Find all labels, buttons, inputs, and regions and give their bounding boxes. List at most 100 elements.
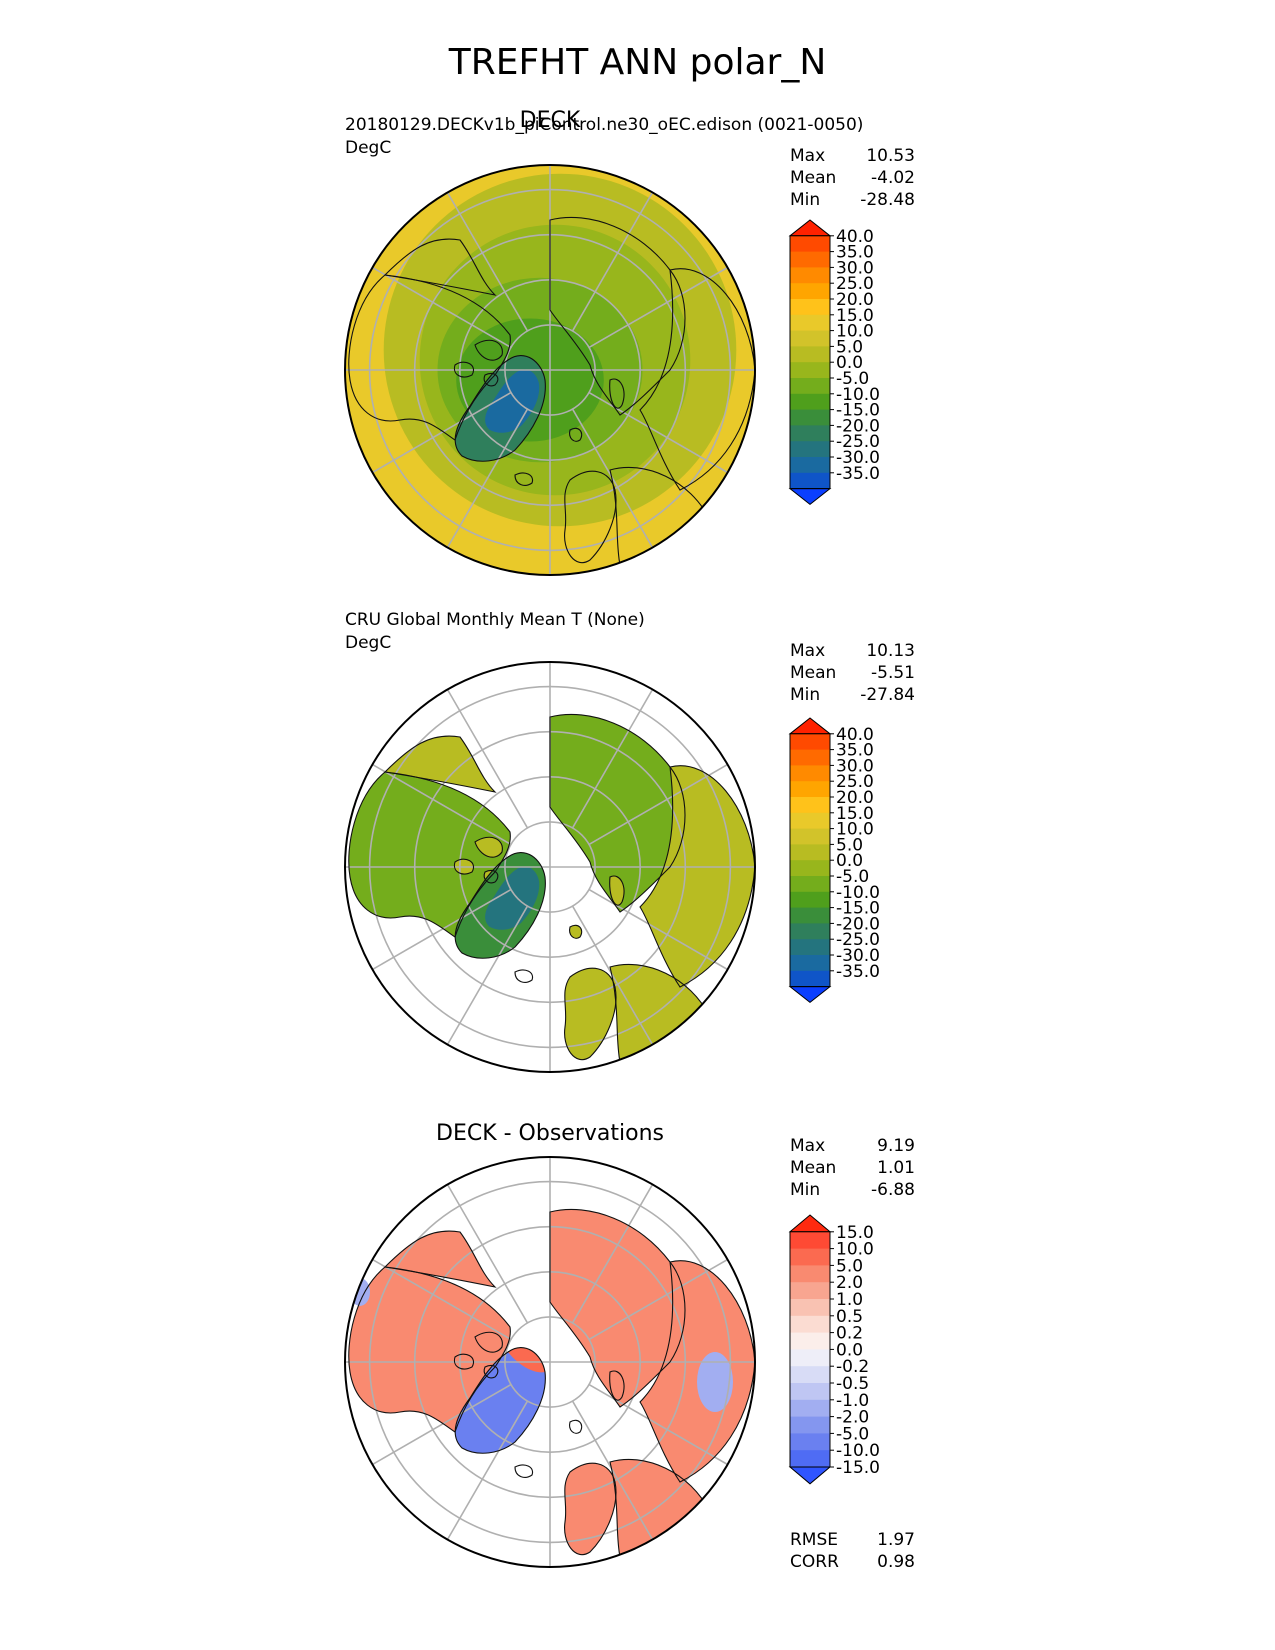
colorbar-tick-label: -25.0 (836, 930, 880, 950)
colorbar-tick-label: -20.0 (836, 416, 880, 436)
colorbar-segment (790, 1416, 830, 1434)
colorbar-test: 40.035.030.025.020.015.010.05.00.0-5.0-1… (788, 219, 880, 506)
colorbar-tick-label: -10.0 (836, 883, 880, 903)
colorbar-segment (790, 828, 830, 845)
colorbar-tick-label: -20.0 (836, 914, 880, 934)
colorbar-tick-label: 0.2 (836, 1324, 863, 1344)
colorbar-tick-label: -5.0 (836, 867, 869, 887)
colorbar-tick-label: -25.0 (836, 432, 880, 452)
colorbar-segment (790, 235, 830, 253)
novaya-land (609, 378, 625, 409)
stat-mean-value: -5.51 (871, 663, 915, 683)
longitude-line (363, 261, 512, 349)
alaska-land (383, 238, 497, 296)
colorbar-tick-label: 10.0 (836, 1240, 874, 1260)
colorbar-tick-label: 25.0 (836, 274, 874, 294)
cold-anomaly-east (697, 1352, 733, 1412)
stat-mean-value: 1.01 (877, 1158, 915, 1178)
colorbar-tick-label: 15.0 (836, 1223, 874, 1243)
colorbar-segment (790, 733, 830, 751)
longitude-line (441, 680, 529, 829)
colorbar-tick-label: 20.0 (836, 290, 874, 310)
panel-test: DECK 20180129.DECKv1b_piControl.ne30_oEC… (344, 108, 915, 576)
canada-fill (348, 1267, 511, 1432)
map-frame-ref (344, 661, 756, 1073)
colorbar-tick-label: -10.0 (836, 1441, 880, 1461)
colorbar-tick-label: 5.0 (836, 1256, 863, 1276)
colorbar-segment (790, 876, 830, 893)
panel-ref-left-title: CRU Global Monthly Mean T (None) (345, 610, 645, 630)
longitude-line (571, 680, 659, 829)
colorbar-tick-label: 35.0 (836, 243, 874, 263)
colorbar-segment (790, 1450, 830, 1468)
longitude-line (363, 758, 512, 846)
islands-land (453, 836, 503, 884)
colorbar-segment (790, 939, 830, 956)
colorbar-segment (790, 346, 830, 363)
islands-fill (454, 1332, 503, 1378)
colorbar-segment (790, 283, 830, 300)
polar-map-diff (345, 1157, 755, 1567)
longitude-line (571, 905, 659, 1054)
canada-fill (348, 772, 511, 937)
stat-corr-value: 0.98 (877, 1552, 915, 1572)
longitude-line (441, 1400, 529, 1549)
scandinavia-land (564, 967, 617, 1060)
colorbar-tick-label: 5.0 (836, 337, 863, 357)
stats-box-diff: Max 9.19 Mean 1.01 Min -6.88 RMSE 1.97 C… (790, 1136, 915, 1572)
longitude-line (441, 408, 529, 557)
longitude-line (571, 1400, 659, 1549)
colorbar-segment (790, 1433, 830, 1451)
colorbar-segment (790, 1383, 830, 1401)
alaska-land (383, 735, 497, 793)
colorbar-tick-label: -5.0 (836, 1424, 869, 1444)
colorbar-segment (790, 1366, 830, 1384)
colorbar-tick-label: -5.0 (836, 369, 869, 389)
colorbar-tick-label: 30.0 (836, 258, 874, 278)
longitude-line (363, 1383, 512, 1471)
colorbar-segment (790, 891, 830, 909)
panel-diff: DECK - Observations Max 9.19 Mean 1.01 M… (344, 1121, 915, 1572)
polar-map-test (345, 165, 755, 575)
stat-max-value: 9.19 (877, 1136, 915, 1156)
colorbar-segment (790, 970, 830, 988)
stat-min-value: -27.84 (860, 685, 915, 705)
colorbar-tick-label: 10.0 (836, 820, 874, 840)
longitude-line (571, 1175, 659, 1324)
novaya-land (609, 875, 625, 906)
stats-box-test: Max 10.53 Mean -4.02 Min -28.48 (790, 146, 915, 210)
colorbar-segment (790, 267, 830, 284)
stat-min-value: -28.48 (860, 190, 915, 210)
colorbar-ref: 40.035.030.025.020.015.010.05.00.0-5.0-1… (788, 717, 880, 1004)
colorbar-tick-label: 15.0 (836, 804, 874, 824)
colorbar-segment (790, 1282, 830, 1300)
novaya-land (609, 1370, 625, 1401)
colorbar-tick-label: 10.0 (836, 322, 874, 342)
colorbar-segment (790, 907, 830, 924)
svalbard-land (569, 1419, 583, 1434)
stat-max-label: Max (790, 1136, 825, 1156)
islands-land (453, 1331, 503, 1379)
colorbar-segment (790, 425, 830, 442)
colorbar-tick-label: -15.0 (836, 401, 880, 421)
colorbar-segment (790, 472, 830, 490)
colorbar-extend-min (788, 1466, 832, 1485)
stat-min-label: Min (790, 685, 820, 705)
colorbar-tick-label: 0.5 (836, 1307, 863, 1327)
colorbar-tick-label: -0.2 (836, 1357, 869, 1377)
panel-ref-units: DegC (345, 633, 391, 653)
greenland-core (485, 866, 540, 930)
colorbar-tick-label: -35.0 (836, 962, 880, 982)
colorbar-segment (790, 797, 830, 814)
panel-test-left-title: 20180129.DECKv1b_piControl.ne30_oEC.edis… (345, 115, 863, 135)
colorbar-diff: 15.010.05.02.01.00.50.20.0-0.2-0.5-1.0-2… (788, 1214, 880, 1485)
siberia-fill (550, 714, 685, 912)
colorbar-tick-label: -30.0 (836, 946, 880, 966)
colorbar-extend-max (788, 219, 832, 237)
iceland-land (514, 472, 534, 486)
colorbar-tick-label: -2.0 (836, 1408, 869, 1428)
novaya-fill (609, 1371, 625, 1401)
colorbar-tick-label: 35.0 (836, 741, 874, 761)
longitude-line (441, 1175, 529, 1324)
colorbar-segment (790, 299, 830, 316)
